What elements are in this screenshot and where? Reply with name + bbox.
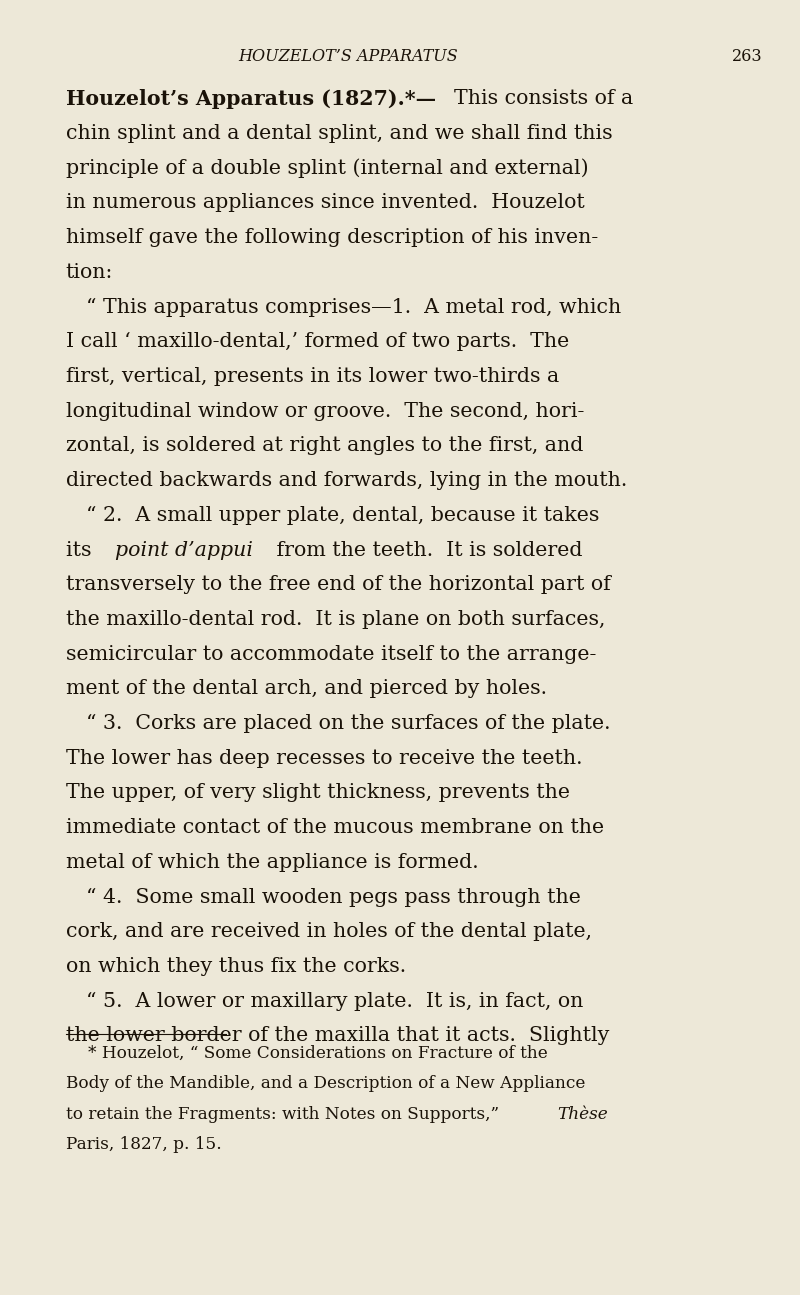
Text: tion:: tion: [66,263,113,282]
Text: I call ‘ maxillo-dental,’ formed of two parts.  The: I call ‘ maxillo-dental,’ formed of two … [66,333,569,351]
Text: its: its [66,540,98,559]
Text: himself gave the following description of his inven-: himself gave the following description o… [66,228,598,247]
Text: HOUZELOT’S APPARATUS: HOUZELOT’S APPARATUS [238,48,458,65]
Text: “ 2.  A small upper plate, dental, because it takes: “ 2. A small upper plate, dental, becaus… [86,506,600,524]
Text: Body of the Mandible, and a Description of a New Appliance: Body of the Mandible, and a Description … [66,1075,585,1092]
Text: point d’appui: point d’appui [115,540,253,559]
Text: from the teeth.  It is soldered: from the teeth. It is soldered [270,540,582,559]
Text: zontal, is soldered at right angles to the first, and: zontal, is soldered at right angles to t… [66,436,583,456]
Text: “ 5.  A lower or maxillary plate.  It is, in fact, on: “ 5. A lower or maxillary plate. It is, … [86,992,584,1011]
Text: cork, and are received in holes of the dental plate,: cork, and are received in holes of the d… [66,922,592,941]
Text: in numerous appliances since invented.  Houzelot: in numerous appliances since invented. H… [66,193,584,212]
Text: the lower border of the maxilla that it acts.  Slightly: the lower border of the maxilla that it … [66,1027,609,1045]
Text: directed backwards and forwards, lying in the mouth.: directed backwards and forwards, lying i… [66,471,627,490]
Text: “ 4.  Some small wooden pegs pass through the: “ 4. Some small wooden pegs pass through… [86,887,582,906]
Text: Thèse: Thèse [557,1106,608,1123]
Text: to retain the Fragments: with Notes on Supports,”: to retain the Fragments: with Notes on S… [66,1106,504,1123]
Text: transversely to the free end of the horizontal part of: transversely to the free end of the hori… [66,575,610,594]
Text: Houzelot’s Apparatus (1827).*—: Houzelot’s Apparatus (1827).*— [66,89,436,109]
Text: metal of which the appliance is formed.: metal of which the appliance is formed. [66,853,478,872]
Text: on which they thus fix the corks.: on which they thus fix the corks. [66,957,406,976]
Text: longitudinal window or groove.  The second, hori-: longitudinal window or groove. The secon… [66,401,584,421]
Text: chin splint and a dental splint, and we shall find this: chin splint and a dental splint, and we … [66,124,612,142]
Text: “ 3.  Corks are placed on the surfaces of the plate.: “ 3. Corks are placed on the surfaces of… [86,714,611,733]
Text: first, vertical, presents in its lower two-thirds a: first, vertical, presents in its lower t… [66,366,559,386]
Text: principle of a double splint (internal and external): principle of a double splint (internal a… [66,159,588,179]
Text: 263: 263 [732,48,762,65]
Text: Paris, 1827, p. 15.: Paris, 1827, p. 15. [66,1136,222,1153]
Text: The upper, of very slight thickness, prevents the: The upper, of very slight thickness, pre… [66,783,570,803]
Text: This consists of a: This consists of a [454,89,634,109]
Text: The lower has deep recesses to receive the teeth.: The lower has deep recesses to receive t… [66,749,582,768]
Text: the maxillo-dental rod.  It is plane on both surfaces,: the maxillo-dental rod. It is plane on b… [66,610,605,629]
Text: “ This apparatus comprises—1.  A metal rod, which: “ This apparatus comprises—1. A metal ro… [86,298,622,317]
Text: immediate contact of the mucous membrane on the: immediate contact of the mucous membrane… [66,818,604,837]
Text: semicircular to accommodate itself to the arrange-: semicircular to accommodate itself to th… [66,645,596,663]
Text: * Houzelot, “ Some Considerations on Fracture of the: * Houzelot, “ Some Considerations on Fra… [88,1044,548,1062]
Text: ment of the dental arch, and pierced by holes.: ment of the dental arch, and pierced by … [66,680,546,698]
